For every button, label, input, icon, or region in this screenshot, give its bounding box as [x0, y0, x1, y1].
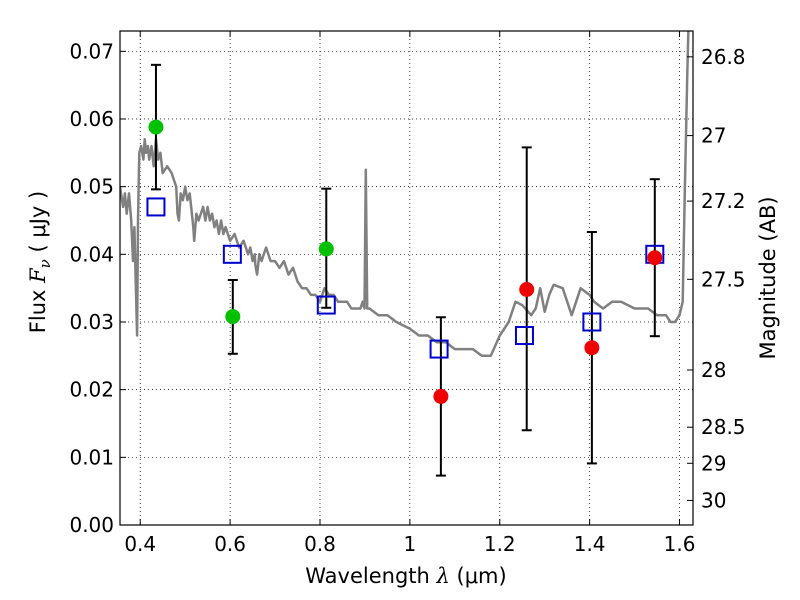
data-point — [584, 340, 600, 356]
plot-frame — [119, 30, 694, 526]
model-photometry-square — [316, 295, 336, 315]
data-point — [519, 282, 535, 298]
x-tick-label: 1.2 — [484, 532, 516, 556]
y-tick-label: 0.02 — [69, 378, 114, 402]
x-tick-label: 1.4 — [574, 532, 606, 556]
data-point — [318, 241, 334, 257]
plot-area — [120, 31, 690, 477]
right-tick-label: 30 — [701, 488, 726, 512]
spectrum-line — [120, 31, 690, 358]
right-tick-label: 27 — [701, 124, 726, 148]
y-axis-symbol: F — [26, 267, 50, 284]
x-tick-label: 0.4 — [124, 532, 156, 556]
x-tick-label: 0.6 — [214, 532, 246, 556]
right-tick-label: 28 — [701, 358, 726, 382]
y-tick-label: 0.00 — [69, 513, 114, 537]
x-tick-label: 1.6 — [664, 532, 696, 556]
x-axis-symbol: λ — [436, 564, 450, 588]
right-tick-label: 28.5 — [701, 415, 746, 439]
right-tick-label: 26.8 — [701, 45, 746, 69]
model-photometry-square — [582, 312, 602, 332]
y-tick-label: 0.06 — [69, 107, 114, 131]
model-photometry-square — [429, 339, 449, 359]
right-tick-label: 29 — [701, 451, 726, 475]
y-tick-label: 0.04 — [69, 242, 114, 266]
y-tick-label: 0.03 — [69, 310, 114, 334]
model-photometry-square — [514, 326, 534, 346]
model-photometry-square — [146, 197, 166, 217]
data-point — [225, 309, 241, 325]
data-point — [148, 119, 164, 135]
ticks: 0.4 0.6 0.8 1 1.2 1.4 1.6 0.00 0.01 0.02 0.03 0.04 0… — [69, 31, 746, 556]
right-tick-label: 27.2 — [701, 189, 746, 213]
x-tick-label: 0.8 — [304, 532, 336, 556]
y-axis-label: Flux Fν ( μJy ) — [26, 191, 54, 333]
data-point — [647, 250, 663, 266]
right-tick-label: 27.5 — [701, 267, 746, 291]
y-tick-label: 0.07 — [69, 39, 114, 63]
x-axis-label: Wavelength λ (μm) — [305, 564, 506, 588]
model-photometry-square — [222, 244, 242, 264]
right-axis-label: Magnitude (AB) — [756, 196, 780, 359]
y-axis-subscript: ν — [36, 259, 54, 268]
data-point — [433, 388, 449, 404]
x-tick-label: 1 — [404, 532, 417, 556]
grid — [120, 31, 693, 526]
y-tick-label: 0.05 — [69, 175, 114, 199]
y-tick-label: 0.01 — [69, 445, 114, 469]
